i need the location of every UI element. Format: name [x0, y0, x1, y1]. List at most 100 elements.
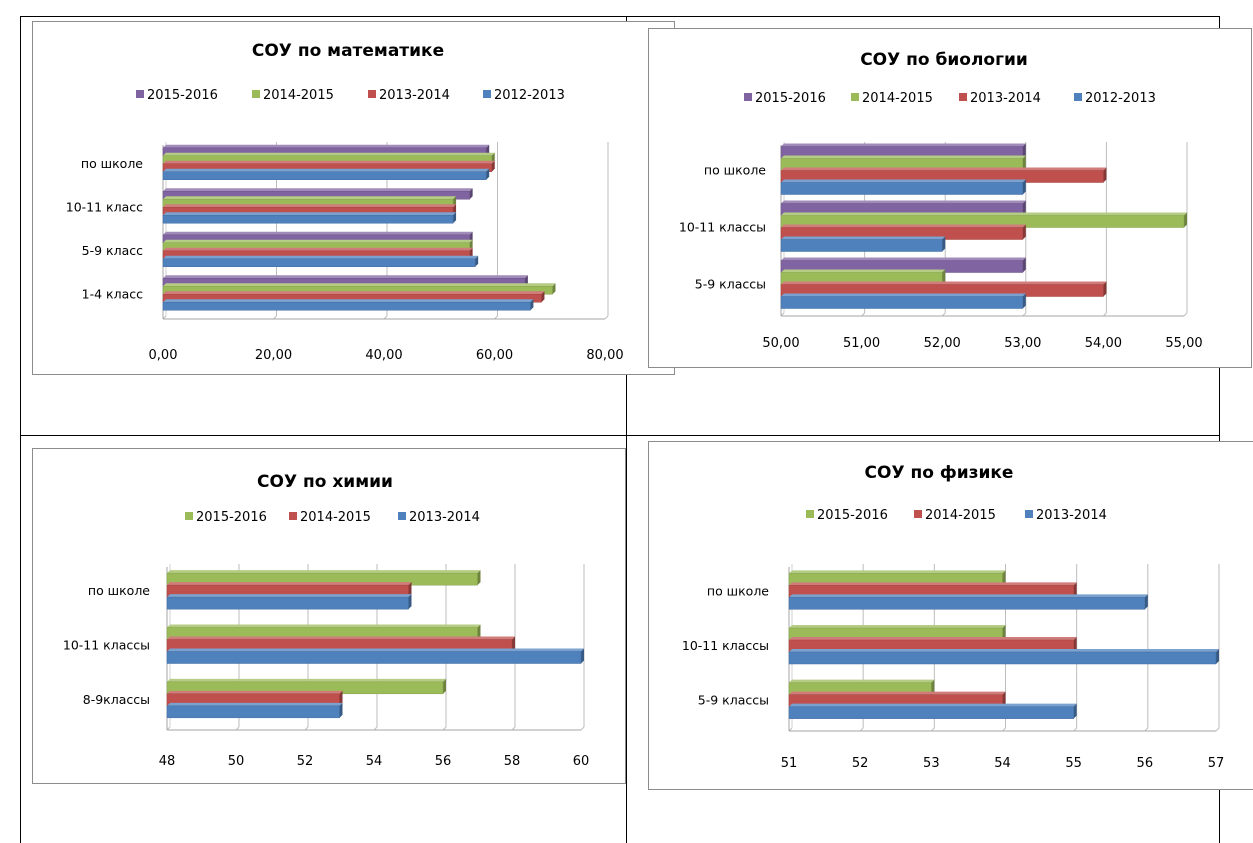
tick-label: 57	[1208, 756, 1225, 771]
bar-top	[789, 594, 1148, 598]
bar-top	[781, 155, 1026, 159]
tick-label: 48	[159, 754, 176, 769]
bar-top	[163, 144, 490, 148]
legend-label-2013-2014: 2013-2014	[970, 91, 1041, 106]
bar-top	[163, 239, 473, 243]
category-label: 10-11 классы	[63, 638, 150, 653]
bar-top	[167, 594, 412, 598]
bar-side	[1073, 637, 1077, 652]
bar-top	[163, 231, 473, 235]
bar-side	[475, 255, 479, 267]
bar-top	[789, 679, 935, 683]
bar-2012-2013-10-11 классы	[780, 239, 943, 252]
chart-title: СОУ по биологии	[860, 50, 1028, 70]
bar-top	[781, 200, 1026, 204]
category-label: 10-11 класс	[66, 199, 143, 214]
bar-top	[163, 212, 457, 216]
legend-swatch-2015-2016	[806, 510, 814, 518]
tick-label: 53,00	[1004, 336, 1041, 351]
bar-side	[581, 648, 584, 664]
gridline-floor	[580, 726, 585, 731]
bar-top	[781, 269, 946, 273]
bar-top	[163, 204, 457, 208]
legend-label-2015-2016: 2015-2016	[147, 88, 218, 103]
tick-label: 52,00	[924, 336, 961, 351]
bar-side	[477, 624, 481, 640]
bar-side	[408, 594, 412, 610]
bar-side	[1022, 179, 1026, 195]
bar-top	[781, 236, 946, 240]
legend-label-2012-2013: 2012-2013	[1085, 91, 1156, 106]
bar-2012-2013-1-4 класс	[162, 302, 531, 311]
tick-label: 20,00	[255, 348, 292, 363]
bar-top	[163, 255, 479, 259]
frame-middle-horizontal	[20, 435, 1220, 436]
category-label: по школе	[704, 163, 766, 178]
bar-top	[163, 168, 490, 172]
bar-top	[163, 152, 495, 156]
legend-label-2015-2016: 2015-2016	[817, 508, 888, 523]
bar-2012-2013-5-9 классы	[780, 296, 1024, 309]
tick-label: 54,00	[1085, 336, 1122, 351]
category-label: по школе	[81, 156, 143, 171]
bar-side	[339, 702, 343, 718]
bar-2013-2014-10-11 классы	[788, 651, 1217, 665]
tick-label: 52	[852, 756, 869, 771]
bar-side	[512, 636, 515, 652]
legend-swatch-2013-2014	[959, 93, 967, 101]
chart-biology-svg: СОУ по биологии 2015-2016 2014-2015 2013-20…	[679, 50, 1203, 351]
legend-label-2015-2016: 2015-2016	[196, 510, 267, 525]
bar-top	[167, 636, 515, 640]
bar-top	[789, 625, 1006, 628]
bar-top	[163, 160, 495, 164]
category-label: 1-4 класс	[82, 286, 143, 301]
frame-middle-vertical	[626, 16, 627, 843]
bar-top	[167, 624, 481, 628]
bar-side	[1002, 570, 1006, 586]
bar-top	[167, 582, 412, 586]
category-label: 10-11 классы	[682, 638, 769, 653]
tick-label: 55	[1065, 756, 1082, 771]
legend-swatch-2013-2014	[368, 90, 376, 98]
bar-top	[781, 179, 1026, 183]
chart-title: СОУ по химии	[257, 472, 393, 492]
bar-top	[781, 293, 1026, 297]
chart-physics: СОУ по физике 2015-2016 2014-2015 2013-2014…	[648, 441, 1253, 790]
bar-side	[453, 212, 457, 224]
tick-label: 50,00	[762, 336, 799, 351]
bar-side	[1022, 200, 1026, 216]
bar-side	[1073, 703, 1077, 719]
legend-label-2012-2013: 2012-2013	[494, 88, 565, 103]
tick-label: 58	[504, 754, 521, 769]
bar-side	[1022, 155, 1026, 171]
legend-label-2015-2016: 2015-2016	[755, 91, 826, 106]
tick-label: 55,00	[1165, 336, 1202, 351]
bar-top	[781, 257, 1026, 261]
legend-swatch-2012-2013	[1074, 93, 1082, 101]
tick-label: 0,00	[149, 348, 178, 363]
bar-top	[163, 196, 457, 200]
bar-top	[789, 570, 1006, 574]
bar-top	[167, 678, 446, 682]
gridline-floor	[604, 315, 609, 320]
chart-title: СОУ по физике	[865, 463, 1014, 483]
bar-top	[781, 281, 1107, 285]
bar-side	[1216, 649, 1219, 664]
tick-label: 52	[297, 754, 314, 769]
tick-label: 60,00	[476, 348, 513, 363]
bar-top	[163, 188, 473, 192]
bar-side	[1022, 293, 1026, 309]
bar-2012-2013-по школе	[162, 171, 487, 180]
bar-2012-2013-10-11 класс	[162, 215, 454, 224]
bar-2013-2014-8-9классы	[166, 705, 340, 719]
legend-label-2014-2015: 2014-2015	[263, 88, 334, 103]
bar-side	[491, 160, 495, 172]
bar-side	[1022, 257, 1026, 273]
legend-label-2014-2015: 2014-2015	[925, 508, 996, 523]
tick-label: 60	[573, 754, 590, 769]
bar-top	[789, 691, 1006, 695]
gridline-floor	[1183, 312, 1188, 317]
bar-top	[163, 247, 473, 251]
legend-swatch-2014-2015	[289, 512, 297, 520]
bar-side	[1022, 143, 1026, 159]
